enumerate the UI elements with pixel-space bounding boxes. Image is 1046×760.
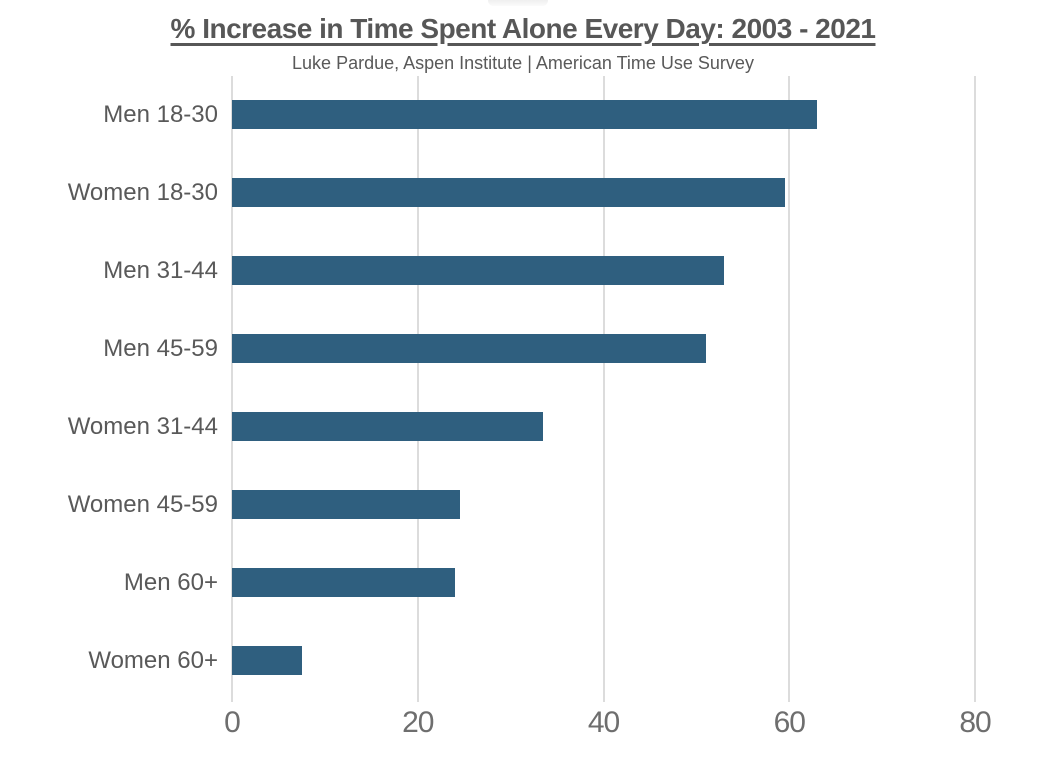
bar-row-women-45-59 [232, 466, 975, 544]
bar-row-women-60 [232, 622, 975, 700]
gridline-40 [602, 76, 605, 702]
bar-men-45-59 [232, 334, 706, 363]
bar-row-men-31-44 [232, 232, 975, 310]
x-tick-label-80: 80 [959, 706, 991, 739]
category-label-women-45-59: Women 45-59 [67, 491, 218, 518]
bar-row-women-31-44 [232, 388, 975, 466]
x-tick-label-60: 60 [773, 706, 806, 739]
chart-title: % Increase in Time Spent Alone Every Day… [170, 13, 876, 44]
bar-row-men-45-59 [232, 310, 975, 388]
bar-women-45-59 [232, 490, 460, 519]
category-label-men-31-44: Men 31-44 [103, 257, 218, 284]
bar-women-18-30 [232, 178, 785, 207]
bar-men-18-30 [232, 100, 818, 129]
category-label-women-18-30: Women 18-30 [67, 179, 218, 206]
gridline-0 [231, 76, 233, 702]
x-axis: 0 20 40 60 80 [224, 706, 992, 752]
category-axis: Men 18-30 Women 18-30 Men 31-44 Men 45-59 Wo… [0, 76, 218, 700]
bar-men-31-44 [232, 256, 725, 285]
category-label-men-45-59: Men 45-59 [103, 335, 218, 362]
category-label-men-18-30: Men 18-30 [103, 101, 218, 128]
category-label-men-60: Men 60+ [123, 569, 218, 596]
bar-row-men-18-30 [232, 76, 975, 154]
x-tick-label-0: 0 [224, 706, 241, 739]
bar-women-31-44 [232, 412, 544, 441]
gridline-60 [788, 76, 791, 702]
gridline-80 [974, 76, 976, 702]
gridline-20 [416, 76, 419, 702]
bar-men-60 [232, 568, 455, 597]
category-label-women-31-44: Women 31-44 [67, 413, 218, 440]
bar-row-women-18-30 [232, 154, 975, 232]
bar-row-men-60 [232, 544, 975, 622]
top-notch-decoration [488, 0, 548, 6]
bar-women-60 [232, 646, 302, 675]
category-label-women-60: Women 60+ [88, 647, 218, 674]
x-tick-label-40: 40 [587, 706, 620, 739]
plot-area [231, 76, 976, 702]
chart-subtitle: Luke Pardue, Aspen Institute | American … [292, 53, 754, 73]
x-tick-label-20: 20 [402, 706, 434, 739]
